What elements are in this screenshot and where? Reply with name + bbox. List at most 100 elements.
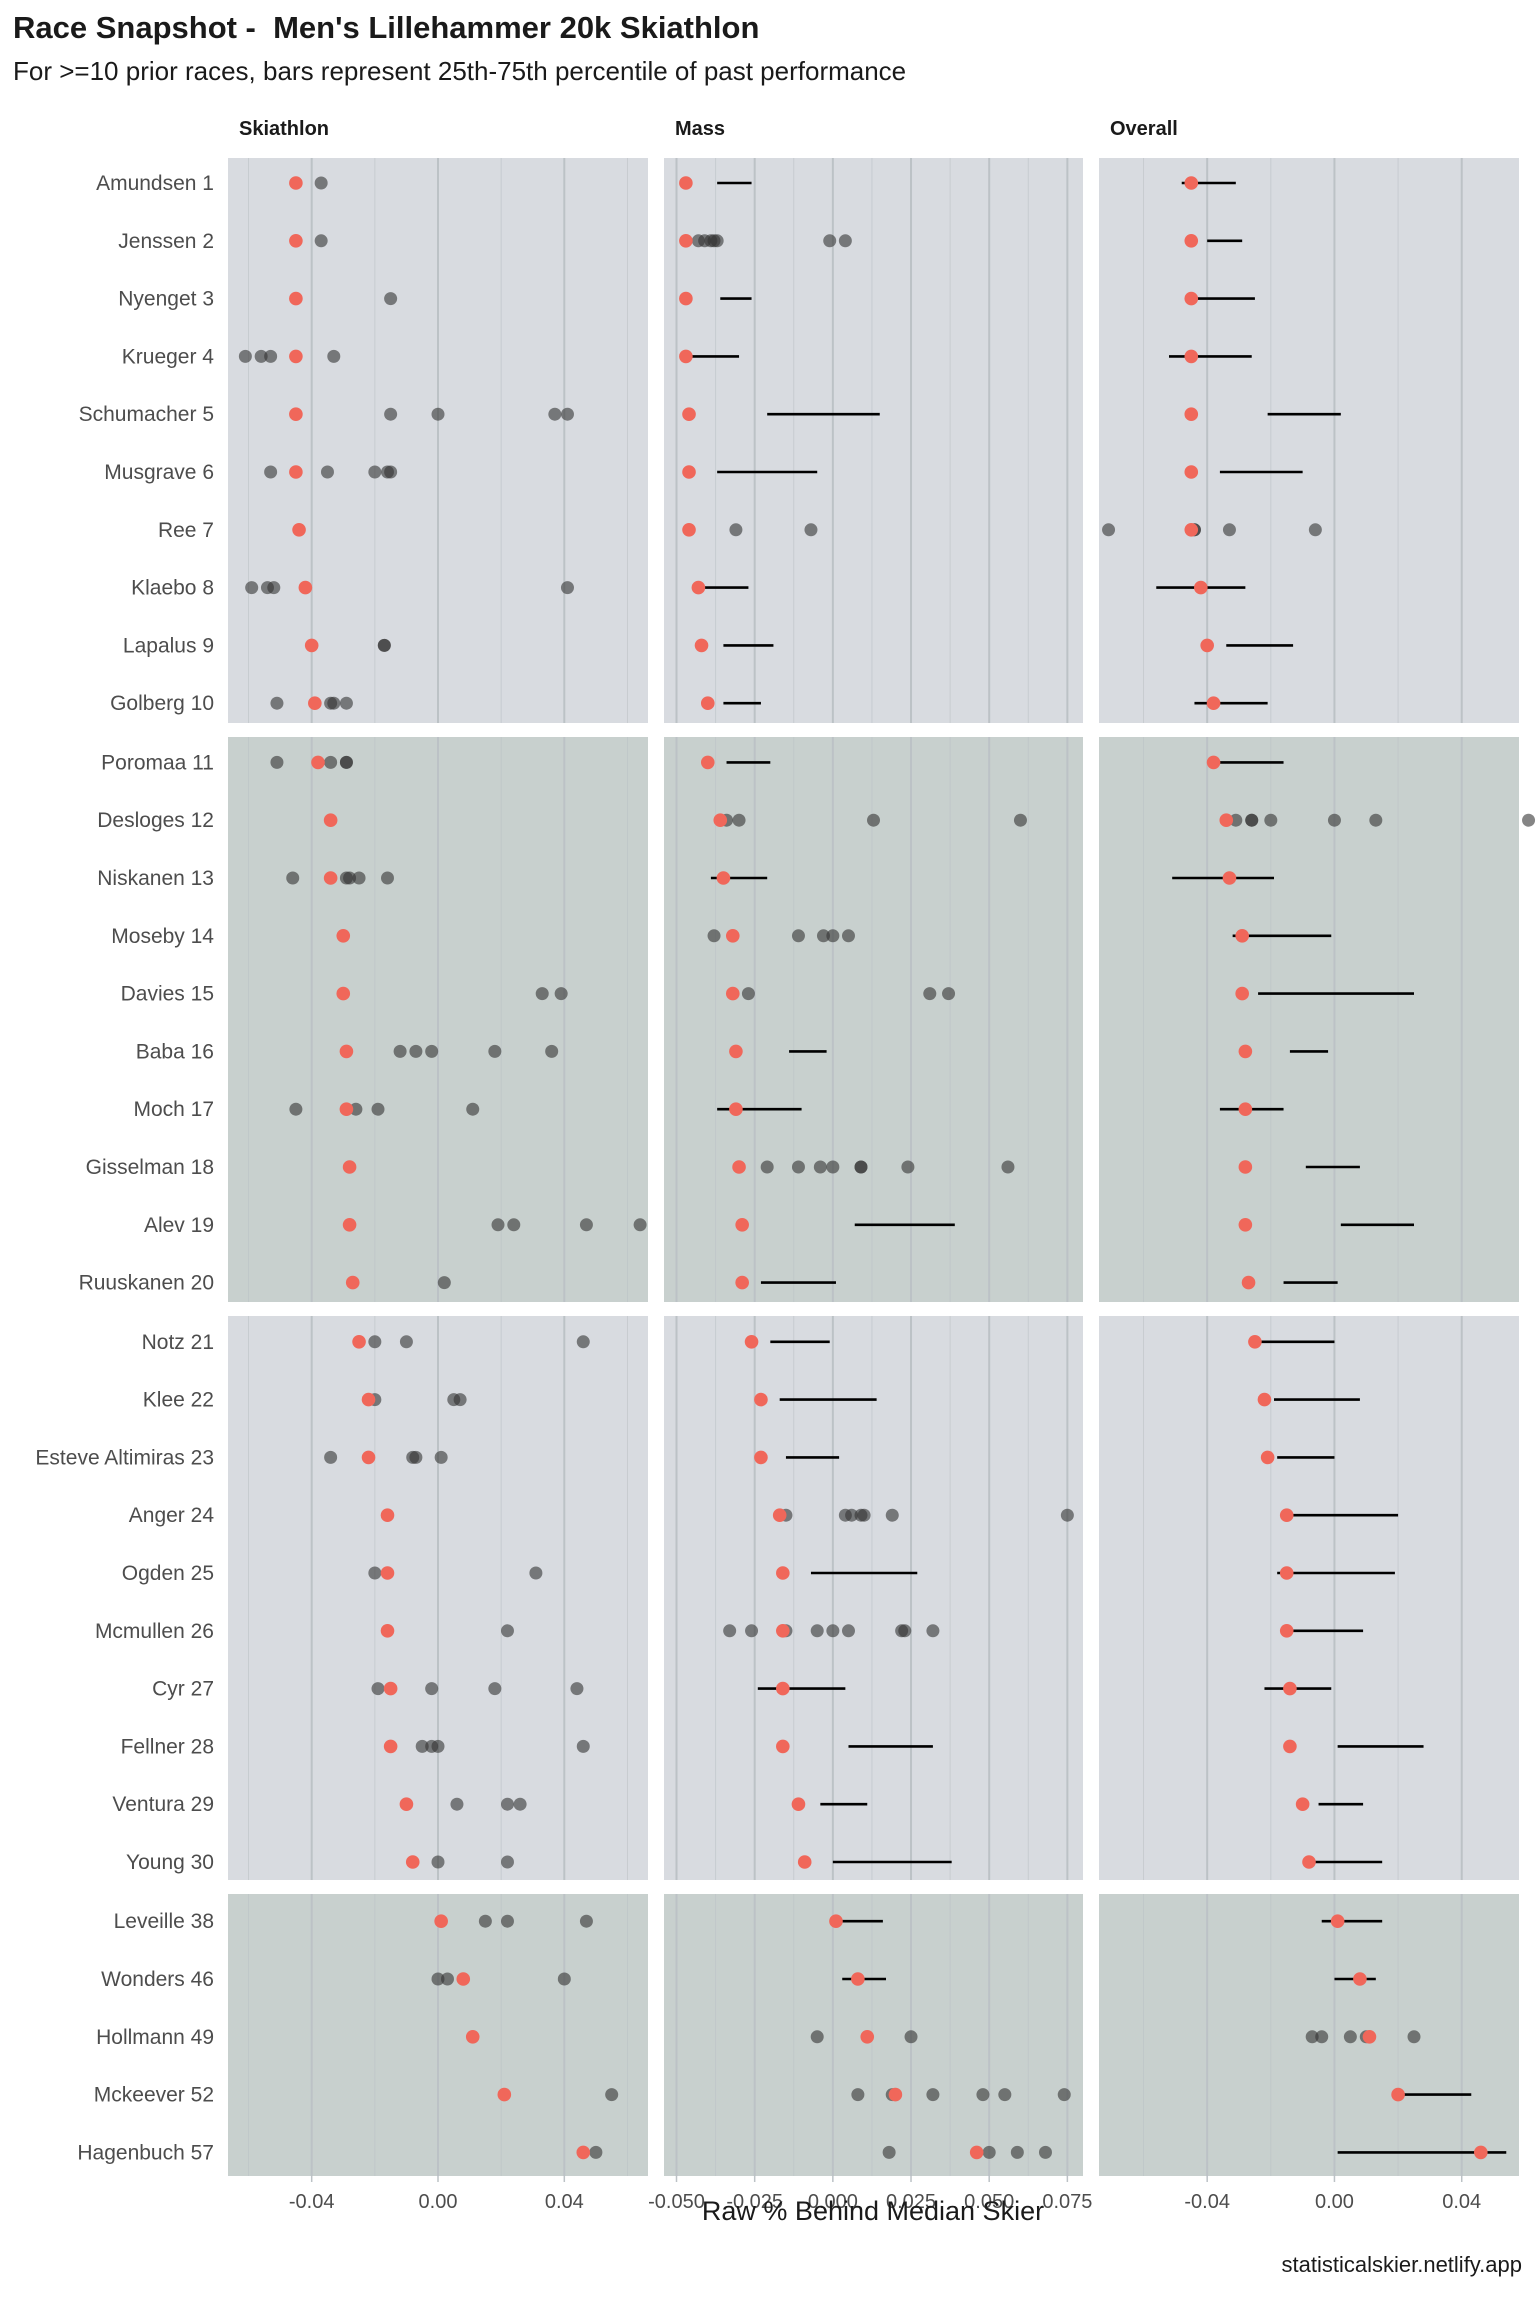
skier-label: Ogden 25 bbox=[122, 1562, 214, 1585]
current-race-point bbox=[1279, 1624, 1294, 1638]
past-race-point bbox=[605, 2088, 619, 2102]
skier-label: Musgrave 6 bbox=[104, 461, 214, 484]
past-race-point bbox=[327, 696, 341, 710]
past-race-point bbox=[1245, 813, 1259, 827]
past-race-point bbox=[554, 987, 568, 1001]
current-race-point bbox=[289, 176, 303, 190]
panel-title: Overall bbox=[1110, 118, 1178, 140]
skier-label: Notz 21 bbox=[142, 1331, 214, 1354]
current-race-point bbox=[1474, 2145, 1488, 2160]
current-race-point bbox=[339, 1044, 354, 1059]
past-race-point bbox=[1327, 813, 1341, 827]
past-race-point bbox=[384, 407, 398, 421]
current-race-point bbox=[729, 1102, 743, 1116]
past-race-point bbox=[286, 871, 300, 885]
current-race-point bbox=[1238, 1160, 1253, 1174]
current-race-point bbox=[1283, 1739, 1297, 1754]
skier-label: Anger 24 bbox=[129, 1504, 215, 1527]
current-race-point bbox=[1206, 696, 1221, 710]
current-race-point bbox=[713, 813, 728, 827]
past-race-point bbox=[707, 929, 721, 943]
current-race-point bbox=[323, 813, 338, 827]
past-race-point bbox=[431, 407, 445, 421]
current-race-point bbox=[682, 407, 696, 422]
past-race-point bbox=[841, 1624, 855, 1638]
current-race-point bbox=[1235, 929, 1249, 943]
panel-title: Skiathlon bbox=[239, 118, 329, 140]
past-race-point bbox=[491, 1218, 505, 1232]
x-tick-label: -0.025 bbox=[726, 2191, 783, 2213]
current-race-point bbox=[1330, 1914, 1345, 1928]
x-tick-label: 0.000 bbox=[808, 2191, 858, 2213]
current-race-point bbox=[1184, 291, 1199, 306]
past-race-point bbox=[854, 1160, 868, 1174]
past-race-point bbox=[576, 1739, 590, 1753]
skier-label: Lapalus 9 bbox=[123, 634, 214, 657]
current-race-point bbox=[679, 291, 693, 306]
past-race-point bbox=[437, 1276, 451, 1290]
past-race-point bbox=[810, 1624, 824, 1638]
current-race-point bbox=[744, 1335, 759, 1349]
past-race-point bbox=[267, 581, 281, 595]
current-race-point bbox=[754, 1392, 768, 1407]
past-race-point bbox=[384, 465, 398, 479]
past-race-point bbox=[431, 1739, 445, 1753]
past-race-point bbox=[488, 1682, 502, 1696]
current-race-point bbox=[1235, 986, 1249, 1001]
x-tick-label: 0.04 bbox=[545, 2191, 584, 2213]
past-race-point bbox=[343, 871, 357, 885]
past-race-point bbox=[349, 1102, 363, 1116]
skier-label: Niskanen 13 bbox=[97, 867, 214, 890]
skier-label: Fellner 28 bbox=[121, 1735, 214, 1758]
past-race-point bbox=[942, 987, 956, 1001]
current-race-point bbox=[311, 755, 325, 770]
current-race-point bbox=[888, 2087, 903, 2102]
skier-label: Poromaa 11 bbox=[101, 751, 214, 774]
current-race-point bbox=[679, 234, 693, 248]
current-race-point bbox=[289, 465, 303, 479]
current-race-point bbox=[776, 1681, 790, 1696]
past-race-point bbox=[791, 929, 805, 943]
past-race-point bbox=[923, 987, 937, 1001]
x-tick-label: 0.075 bbox=[1042, 2191, 1092, 2213]
past-race-point bbox=[368, 465, 382, 479]
past-race-point bbox=[926, 2088, 940, 2102]
skier-label: Ruuskanen 20 bbox=[79, 1272, 214, 1295]
current-race-point bbox=[1283, 1681, 1297, 1696]
skier-label: Young 30 bbox=[126, 1851, 214, 1874]
current-race-point bbox=[776, 1566, 790, 1580]
past-race-point bbox=[1057, 2088, 1071, 2102]
past-race-point bbox=[339, 696, 353, 710]
current-race-point bbox=[304, 638, 319, 653]
past-race-point bbox=[425, 1044, 439, 1058]
past-race-point bbox=[1013, 813, 1027, 827]
current-race-point bbox=[732, 1160, 746, 1174]
past-race-point bbox=[998, 2088, 1012, 2102]
past-race-point bbox=[826, 1624, 840, 1638]
past-race-point bbox=[245, 581, 259, 595]
past-race-point bbox=[882, 2145, 896, 2159]
x-tick-label: 0.04 bbox=[1442, 2191, 1481, 2213]
current-race-point bbox=[851, 1972, 865, 1986]
past-race-point bbox=[926, 1624, 940, 1638]
past-race-point bbox=[867, 813, 880, 827]
panel-background bbox=[1099, 737, 1519, 1302]
past-race-point bbox=[841, 929, 855, 943]
skier-label: Klaebo 8 bbox=[131, 577, 214, 600]
current-race-point bbox=[725, 929, 740, 943]
current-race-point bbox=[1353, 1972, 1367, 1986]
past-race-point bbox=[1229, 813, 1243, 827]
past-race-point bbox=[466, 1102, 480, 1116]
current-race-point bbox=[380, 1508, 395, 1522]
skier-label: Klee 22 bbox=[143, 1389, 214, 1412]
past-race-point bbox=[1001, 1160, 1015, 1174]
current-race-point bbox=[336, 986, 351, 1001]
current-race-point bbox=[1238, 1218, 1253, 1232]
past-race-point bbox=[1522, 813, 1536, 827]
past-race-point bbox=[535, 987, 549, 1001]
current-race-point bbox=[1219, 813, 1234, 827]
current-race-point bbox=[383, 1739, 398, 1754]
past-race-point bbox=[1010, 2145, 1024, 2159]
skier-label: Krueger 4 bbox=[122, 345, 215, 368]
past-race-point bbox=[320, 465, 334, 479]
